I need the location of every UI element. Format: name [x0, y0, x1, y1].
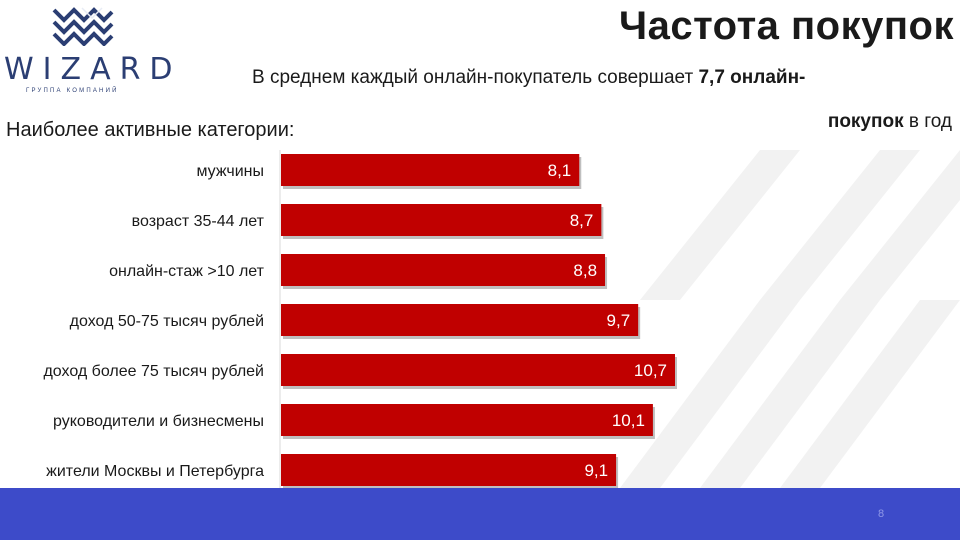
value-label: 8,1 — [548, 161, 572, 180]
subtitle-value: 7,7 онлайн- — [698, 67, 806, 88]
bar — [281, 404, 653, 436]
category-label: доход более 75 тысяч рублей — [43, 363, 264, 380]
page-title: Частота покупок — [618, 4, 954, 48]
value-label: 8,7 — [570, 211, 594, 230]
subtitle-prefix: В среднем каждый онлайн-покупатель совер… — [252, 67, 699, 88]
value-label: 8,8 — [573, 261, 597, 280]
bar — [281, 204, 602, 236]
subtitle-line-2: покупок в год — [828, 111, 952, 133]
logo-wordmark: WIZARD — [4, 52, 182, 87]
section-label: Наиболее активные категории: — [6, 119, 295, 141]
background-pattern — [620, 150, 960, 488]
bar — [281, 354, 675, 386]
bar — [281, 254, 606, 286]
page-number: 8 — [878, 508, 885, 520]
bar — [281, 304, 639, 336]
category-label: мужчины — [197, 163, 265, 180]
category-label: руководители и бизнесмены — [53, 413, 264, 430]
footer-bar: 8 — [0, 488, 960, 540]
category-label: доход 50-75 тысяч рублей — [70, 313, 264, 330]
bar-chart: мужчины 8,1 возраст 35-44 лет 8,7 онлайн-ста… — [43, 150, 677, 489]
value-label: 9,7 — [607, 311, 631, 330]
category-label: возраст 35-44 лет — [132, 213, 265, 230]
subtitle-line2-bold: покупок — [827, 111, 904, 132]
subtitle-line2-rest: в год — [903, 111, 952, 132]
subtitle-line-1: В среднем каждый онлайн-покупатель совер… — [252, 67, 805, 89]
category-label: онлайн-стаж >10 лет — [109, 263, 265, 280]
logo-tagline: ГРУППА КОМПАНИЙ — [26, 88, 119, 94]
value-label: 9,1 — [584, 461, 608, 480]
bar — [281, 154, 580, 186]
value-label: 10,7 — [634, 361, 667, 380]
wizard-logo-mark-icon — [52, 7, 114, 46]
bar — [281, 454, 617, 486]
value-label: 10,1 — [612, 411, 645, 430]
category-label: жители Москвы и Петербурга — [46, 463, 264, 480]
wizard-logo: WIZARD ГРУППА КОМПАНИЙ — [0, 0, 182, 100]
